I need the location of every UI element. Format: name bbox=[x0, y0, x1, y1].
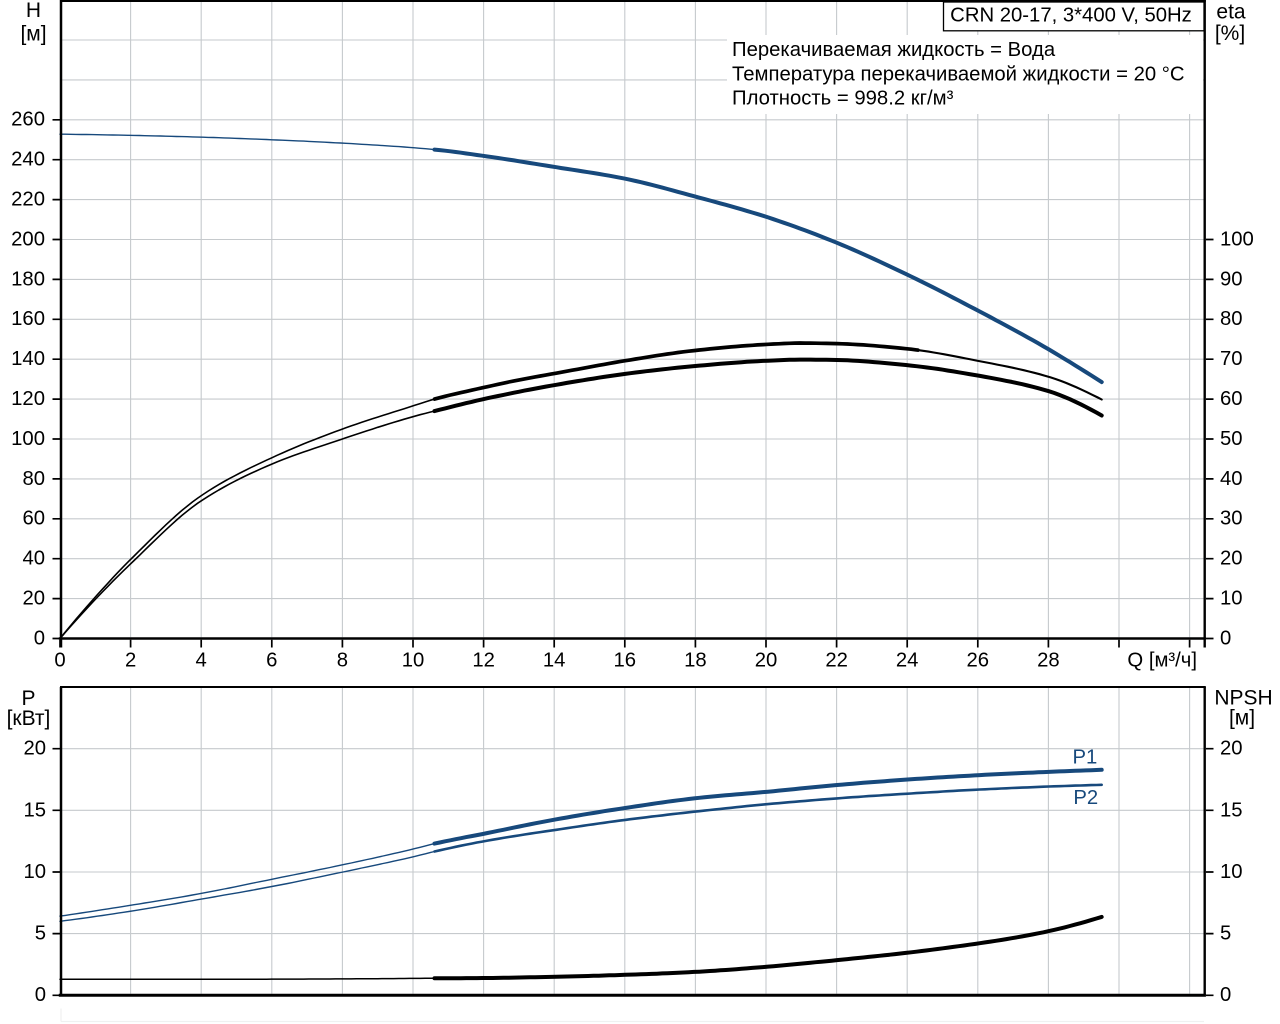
svg-text:0: 0 bbox=[54, 650, 65, 672]
svg-text:40: 40 bbox=[1220, 468, 1243, 490]
svg-text:8: 8 bbox=[337, 650, 348, 672]
svg-text:[м]: [м] bbox=[1229, 707, 1255, 730]
svg-text:24: 24 bbox=[896, 650, 919, 672]
svg-text:40: 40 bbox=[22, 548, 45, 570]
svg-text:20: 20 bbox=[23, 738, 46, 760]
svg-text:4: 4 bbox=[196, 650, 207, 672]
svg-text:20: 20 bbox=[22, 588, 45, 610]
svg-text:260: 260 bbox=[11, 109, 45, 131]
svg-text:140: 140 bbox=[11, 348, 45, 370]
svg-text:5: 5 bbox=[35, 923, 46, 945]
svg-text:90: 90 bbox=[1220, 268, 1243, 290]
svg-text:P1: P1 bbox=[1073, 746, 1098, 768]
svg-text:NPSH: NPSH bbox=[1214, 687, 1272, 710]
svg-text:5: 5 bbox=[1220, 923, 1231, 945]
svg-text:16: 16 bbox=[614, 650, 637, 672]
svg-text:Q [м³/ч]: Q [м³/ч] bbox=[1127, 650, 1197, 672]
svg-text:30: 30 bbox=[1220, 508, 1243, 530]
svg-text:2: 2 bbox=[125, 650, 136, 672]
svg-text:100: 100 bbox=[11, 428, 45, 450]
svg-text:Плотность = 998.2 кг/м³: Плотность = 998.2 кг/м³ bbox=[732, 88, 954, 110]
svg-text:20: 20 bbox=[1220, 548, 1243, 570]
svg-text:[кВт]: [кВт] bbox=[7, 707, 51, 730]
svg-text:0: 0 bbox=[1220, 984, 1231, 1006]
svg-text:0: 0 bbox=[1220, 627, 1231, 649]
svg-text:[м]: [м] bbox=[20, 23, 46, 46]
svg-text:eta: eta bbox=[1216, 1, 1246, 24]
svg-text:10: 10 bbox=[23, 861, 46, 883]
svg-text:10: 10 bbox=[402, 650, 425, 672]
svg-text:20: 20 bbox=[755, 650, 778, 672]
svg-text:60: 60 bbox=[1220, 388, 1243, 410]
svg-text:50: 50 bbox=[1220, 428, 1243, 450]
svg-text:28: 28 bbox=[1037, 650, 1060, 672]
svg-text:120: 120 bbox=[11, 388, 45, 410]
svg-text:P2: P2 bbox=[1073, 787, 1098, 809]
svg-text:100: 100 bbox=[1220, 228, 1254, 250]
svg-text:0: 0 bbox=[34, 627, 45, 649]
svg-text:20: 20 bbox=[1220, 738, 1243, 760]
svg-text:Температура перекачиваемой жид: Температура перекачиваемой жидкости = 20… bbox=[732, 63, 1185, 85]
svg-text:[%]: [%] bbox=[1215, 22, 1245, 45]
svg-text:10: 10 bbox=[1220, 588, 1243, 610]
svg-text:160: 160 bbox=[11, 308, 45, 330]
svg-text:80: 80 bbox=[1220, 308, 1243, 330]
svg-text:10: 10 bbox=[1220, 861, 1243, 883]
svg-text:70: 70 bbox=[1220, 348, 1243, 370]
svg-text:15: 15 bbox=[1220, 799, 1243, 821]
svg-text:220: 220 bbox=[11, 189, 45, 211]
svg-text:Перекачиваемая жидкость = Вода: Перекачиваемая жидкость = Вода bbox=[732, 39, 1056, 61]
svg-text:12: 12 bbox=[472, 650, 495, 672]
svg-text:240: 240 bbox=[11, 149, 45, 171]
svg-text:80: 80 bbox=[22, 468, 45, 490]
svg-text:0: 0 bbox=[35, 984, 46, 1006]
svg-text:14: 14 bbox=[543, 650, 566, 672]
svg-text:200: 200 bbox=[11, 228, 45, 250]
svg-text:CRN 20-17, 3*400 V, 50Hz: CRN 20-17, 3*400 V, 50Hz bbox=[950, 5, 1192, 27]
svg-text:180: 180 bbox=[11, 268, 45, 290]
svg-text:26: 26 bbox=[967, 650, 990, 672]
svg-text:15: 15 bbox=[23, 799, 46, 821]
svg-text:H: H bbox=[26, 0, 41, 22]
svg-text:P: P bbox=[21, 687, 35, 710]
svg-text:18: 18 bbox=[684, 650, 707, 672]
svg-text:60: 60 bbox=[22, 508, 45, 530]
svg-text:6: 6 bbox=[266, 650, 277, 672]
svg-text:22: 22 bbox=[825, 650, 848, 672]
